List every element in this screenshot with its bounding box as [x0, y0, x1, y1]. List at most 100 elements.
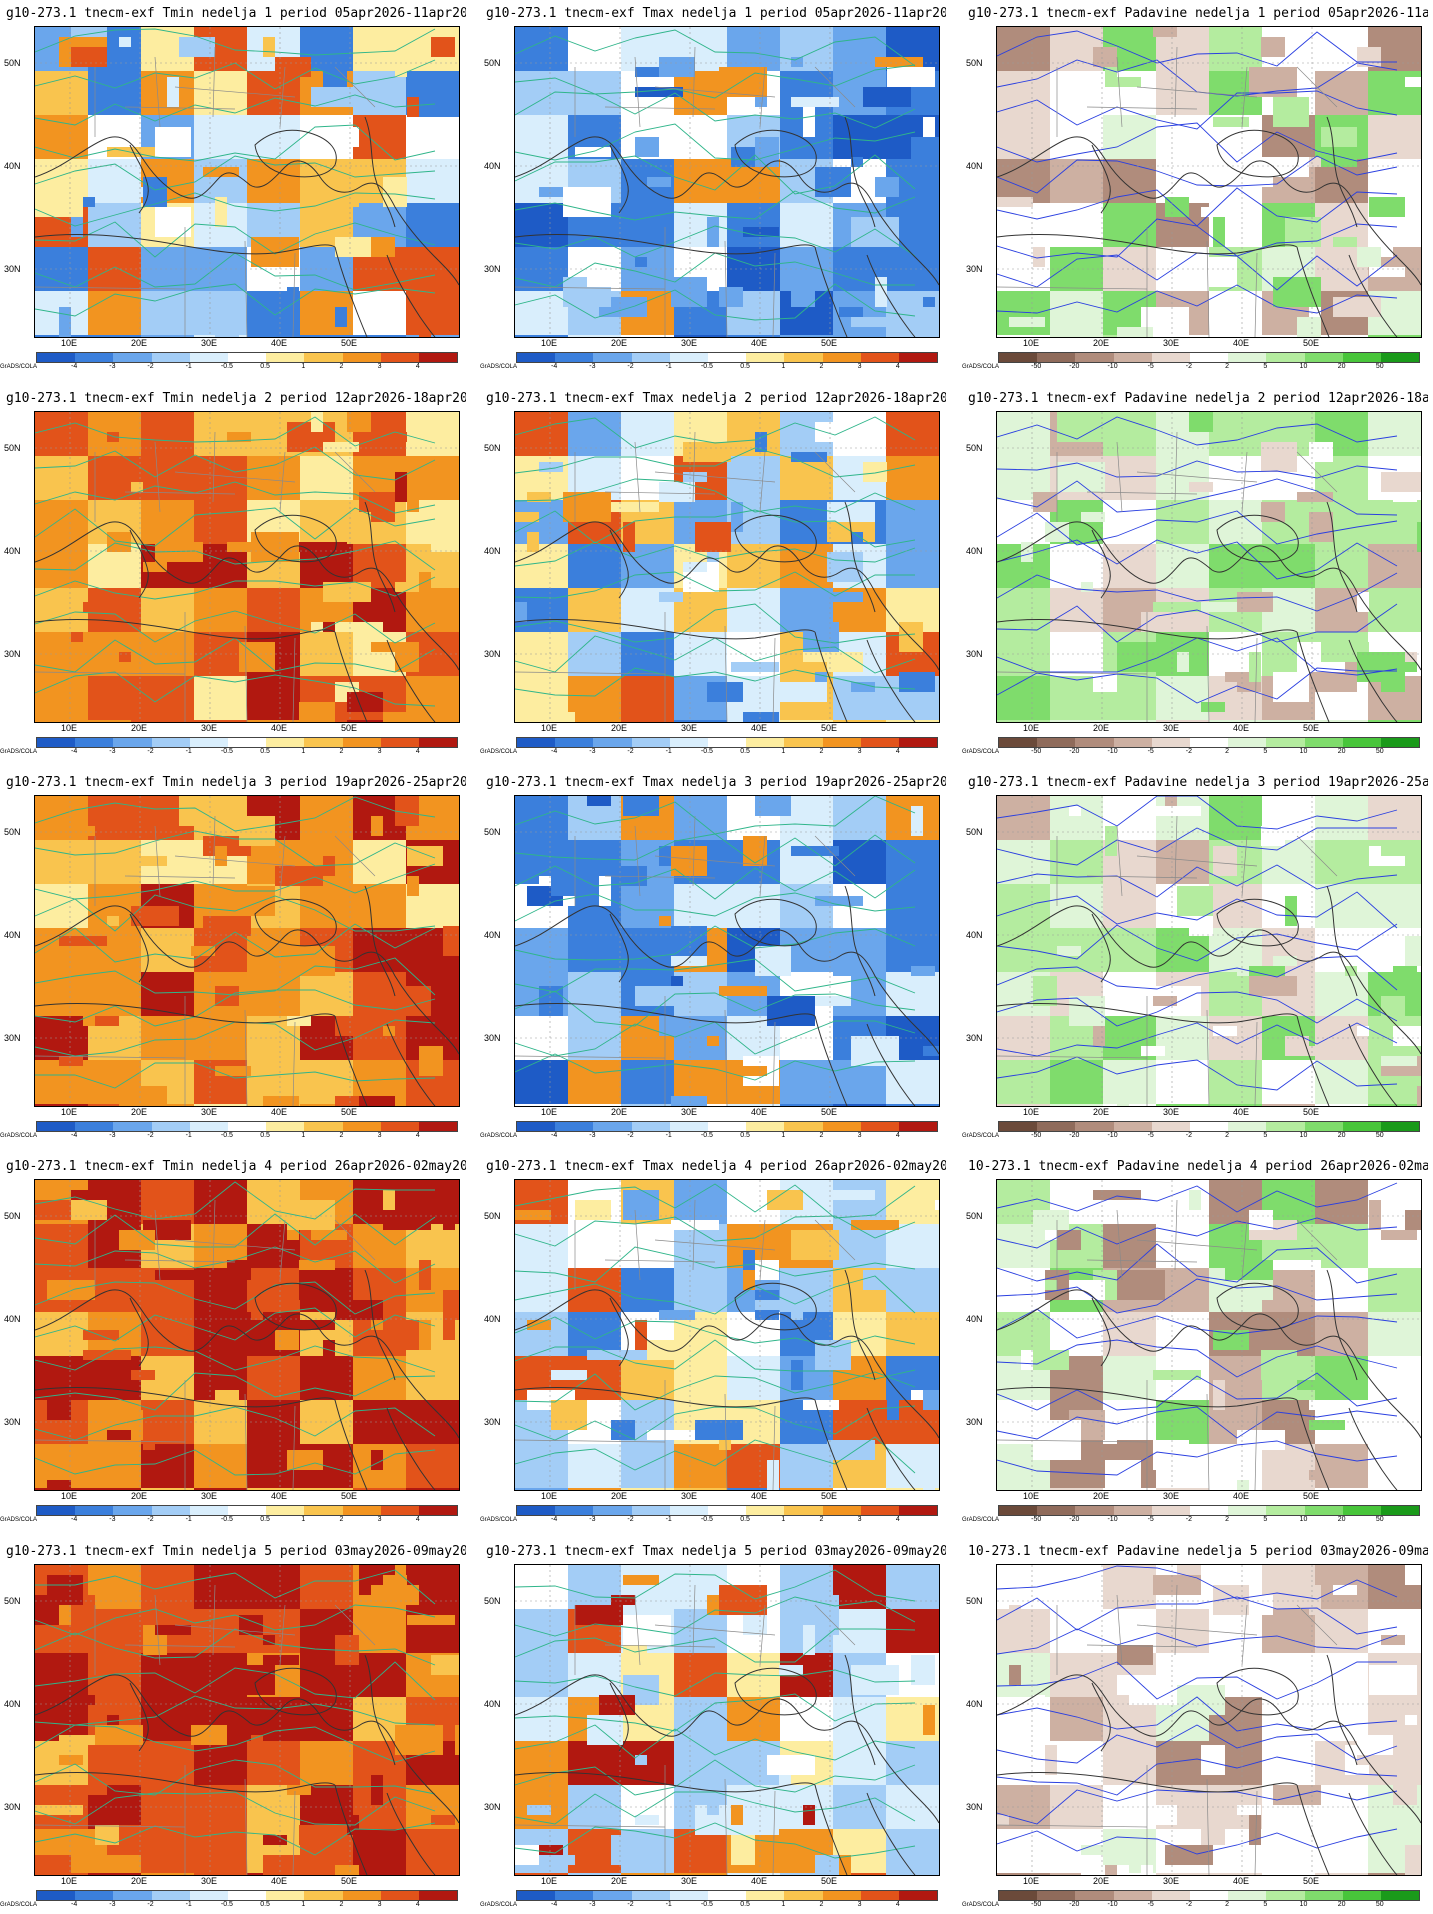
field-cell [1213, 1006, 1225, 1016]
contour-line [35, 94, 436, 126]
coastline [997, 1771, 1298, 1793]
field-cell [1368, 588, 1421, 633]
field-cell [300, 500, 354, 545]
field-cell [815, 1595, 839, 1625]
coastline [386, 254, 436, 337]
field-cell [88, 632, 142, 677]
colorbar-swatch [593, 1506, 632, 1515]
field-cell [635, 1755, 647, 1765]
coastline [35, 905, 459, 1055]
map-panel: g10-273.1 tnecm-exf Tmin nedelja 4 perio… [0, 1153, 470, 1529]
grads-credit: GrADS/COLA [480, 364, 518, 370]
field-cell [251, 1735, 263, 1765]
longitude-label: 10E [61, 1876, 78, 1886]
field-cell [347, 177, 359, 207]
field-cell [539, 986, 563, 1016]
field-cell [406, 588, 459, 633]
contour-line [515, 91, 916, 129]
field-cell [743, 1615, 767, 1635]
field-cell [131, 702, 155, 722]
field-cell [239, 1615, 263, 1635]
field-cell [623, 796, 659, 816]
coastline [334, 246, 368, 337]
field-cell [833, 884, 887, 929]
field-cell [851, 1665, 899, 1695]
field-cell [383, 1190, 395, 1210]
coastline [1326, 1654, 1358, 1766]
field-cell [1249, 652, 1261, 682]
colorbar [516, 352, 938, 363]
colorbar-swatch [822, 1506, 861, 1515]
colorbar-tick-label: 20 [1337, 748, 1346, 755]
field-cell [997, 1653, 1051, 1698]
coastline [35, 521, 459, 671]
colorbar-tick-label: 1 [781, 363, 786, 370]
field-cell [997, 840, 1051, 885]
field-cell [353, 1180, 407, 1225]
field-cell [886, 1312, 939, 1357]
colorbar-swatch [1113, 353, 1152, 362]
field-cell [88, 71, 142, 116]
colorbar-swatch [418, 353, 458, 362]
field-cell [1153, 806, 1201, 816]
colorbar-swatch [304, 1122, 343, 1131]
colorbar-tick-label: 0.5 [260, 363, 270, 370]
colorbar-tick-label: 4 [415, 1901, 420, 1908]
country-border [35, 451, 376, 675]
field-cell [299, 946, 335, 976]
field-cell [1153, 1370, 1201, 1380]
field-cell [1156, 796, 1210, 841]
field-cell [886, 1104, 939, 1106]
longitude-label: 30E [681, 1107, 698, 1117]
field-cell [141, 720, 195, 722]
map-panel: g10-273.1 tnecm-exf Tmin nedelja 3 perio… [0, 769, 470, 1145]
field-cell [527, 532, 539, 552]
colorbar-swatch [517, 353, 556, 362]
field-cell [1285, 896, 1297, 926]
field-cell [1045, 1280, 1057, 1290]
field-cell [674, 1180, 728, 1225]
field-cell [1050, 884, 1104, 929]
field-cell [406, 1488, 459, 1490]
field-cell [515, 1697, 569, 1742]
field-cell [107, 1430, 143, 1440]
contour-line [997, 891, 1398, 929]
field-cell [923, 1705, 935, 1735]
colorbar-swatch [151, 353, 190, 362]
field-cell [83, 602, 119, 612]
field-cell [515, 203, 569, 248]
colorbar-swatch [1075, 1122, 1114, 1131]
field-cell [59, 1755, 83, 1765]
map-field [515, 412, 939, 722]
contour-line [997, 122, 1398, 163]
field-cell [59, 1785, 107, 1795]
contour-line [35, 863, 436, 900]
field-cell [659, 592, 683, 602]
field-cell [1309, 1400, 1345, 1410]
map-panel: 10-273.1 tnecm-exf Padavine nedelja 4 pe… [962, 1153, 1432, 1529]
field-cell [1369, 217, 1393, 227]
field-cell [833, 1609, 887, 1654]
panel-title: g10-273.1 tnecm-exf Padavine nedelja 2 p… [968, 391, 1428, 406]
longitude-label: 20E [611, 1876, 628, 1886]
latitude-label: 30N [966, 1802, 983, 1812]
contour-line [515, 1053, 916, 1081]
field-cell [455, 1725, 459, 1755]
field-cell [635, 986, 683, 1006]
latitude-label: 50N [4, 1596, 21, 1606]
colorbar-swatch [593, 738, 632, 747]
colorbar-tick-label: -3 [109, 1901, 116, 1908]
field-cell [275, 1330, 299, 1350]
field-cell [107, 532, 131, 552]
field-cell [119, 652, 131, 662]
colorbar-tick-label: -50 [1031, 1516, 1042, 1523]
field-cell [1357, 1735, 1393, 1755]
map-field [35, 796, 459, 1106]
field-cell [833, 1873, 887, 1875]
field-cell [727, 1697, 781, 1742]
colorbar-swatch [1342, 1506, 1381, 1515]
colorbar [998, 1505, 1420, 1516]
field-cell [1315, 1609, 1369, 1654]
colorbar-tick-label: 3 [377, 1516, 382, 1523]
field-cell [88, 1268, 142, 1313]
